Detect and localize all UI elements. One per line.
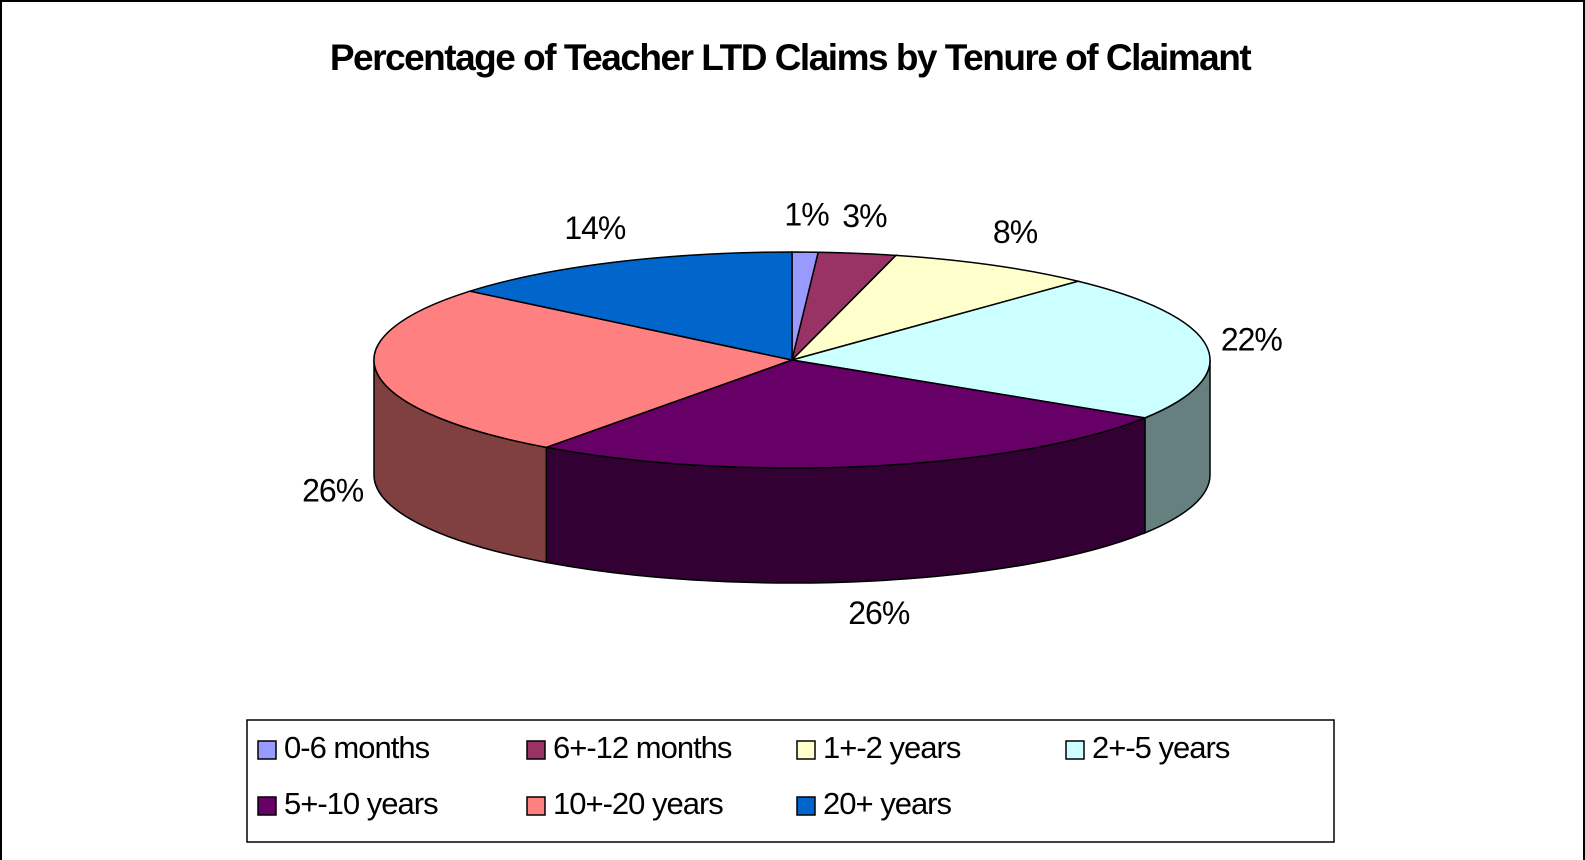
legend-swatch bbox=[526, 796, 546, 816]
pie-slice bbox=[373, 290, 795, 449]
data-label: 1% bbox=[784, 197, 829, 233]
data-label: 26% bbox=[848, 595, 910, 631]
legend-swatch bbox=[526, 740, 546, 760]
data-label: 26% bbox=[302, 472, 364, 508]
legend-swatch bbox=[257, 740, 277, 760]
data-label: 3% bbox=[842, 198, 887, 234]
legend-box bbox=[246, 719, 1335, 843]
pie-slice bbox=[789, 254, 1082, 362]
legend-swatch bbox=[257, 796, 277, 816]
data-label: 22% bbox=[1221, 322, 1283, 358]
legend-swatch bbox=[1065, 740, 1085, 760]
pie-slice bbox=[543, 359, 1148, 469]
legend-swatch bbox=[796, 796, 816, 816]
data-label: 8% bbox=[993, 214, 1038, 250]
data-label: 14% bbox=[564, 210, 626, 246]
chart-title: Percentage of Teacher LTD Claims by Tenu… bbox=[330, 37, 1251, 78]
legend-label: 1+-2 years bbox=[823, 730, 961, 765]
legend-label: 20+ years bbox=[823, 786, 952, 821]
legend-label: 10+-20 years bbox=[553, 786, 723, 821]
legend-label: 0-6 months bbox=[284, 730, 430, 765]
legend-label: 5+-10 years bbox=[284, 786, 438, 821]
legend-label: 6+-12 months bbox=[553, 730, 732, 765]
legend-swatch bbox=[796, 740, 816, 760]
pie-slice bbox=[466, 251, 793, 361]
legend-label: 2+-5 years bbox=[1092, 730, 1230, 765]
pie-slice bbox=[791, 280, 1211, 419]
